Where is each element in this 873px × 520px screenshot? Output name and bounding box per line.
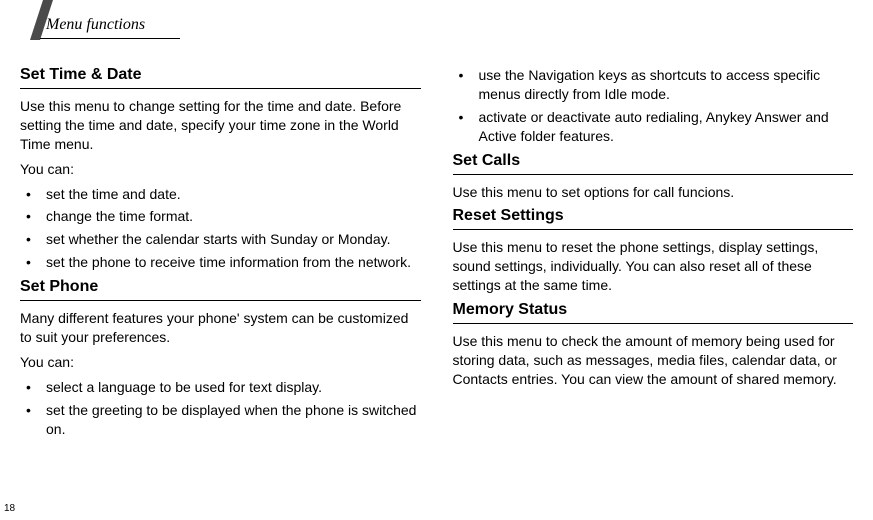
section-heading-set-phone: Set Phone: [20, 278, 421, 301]
header-title: Menu functions: [46, 16, 145, 34]
page-header: Menu functions: [30, 10, 853, 50]
left-column: Set Time & Date Use this menu to change …: [20, 60, 421, 444]
list-item: set the time and date.: [20, 185, 421, 204]
list-item: set whether the calendar starts with Sun…: [20, 230, 421, 249]
bullet-list: set the time and date. change the time f…: [20, 185, 421, 273]
bullet-list: use the Navigation keys as shortcuts to …: [453, 66, 854, 146]
list-item: change the time format.: [20, 207, 421, 226]
section-heading-set-time-date: Set Time & Date: [20, 66, 421, 89]
manual-page: Menu functions Set Time & Date Use this …: [0, 0, 873, 520]
page-number: 18: [4, 503, 15, 514]
section-heading-memory-status: Memory Status: [453, 301, 854, 324]
header-underline: [40, 38, 180, 39]
body-text: Many different features your phone' syst…: [20, 309, 421, 347]
list-item: set the greeting to be displayed when th…: [20, 401, 421, 439]
list-item: activate or deactivate auto redialing, A…: [453, 108, 854, 146]
two-column-layout: Set Time & Date Use this menu to change …: [20, 60, 853, 444]
body-text: Use this menu to reset the phone setting…: [453, 238, 854, 295]
section-heading-reset-settings: Reset Settings: [453, 207, 854, 230]
body-text: Use this menu to change setting for the …: [20, 97, 421, 154]
list-item: use the Navigation keys as shortcuts to …: [453, 66, 854, 104]
right-column: use the Navigation keys as shortcuts to …: [453, 60, 854, 444]
body-text: Use this menu to check the amount of mem…: [453, 332, 854, 389]
list-item: set the phone to receive time informatio…: [20, 253, 421, 272]
section-heading-set-calls: Set Calls: [453, 152, 854, 175]
list-item: select a language to be used for text di…: [20, 378, 421, 397]
body-text: You can:: [20, 353, 421, 372]
body-text: You can:: [20, 160, 421, 179]
bullet-list: select a language to be used for text di…: [20, 378, 421, 439]
body-text: Use this menu to set options for call fu…: [453, 183, 854, 202]
